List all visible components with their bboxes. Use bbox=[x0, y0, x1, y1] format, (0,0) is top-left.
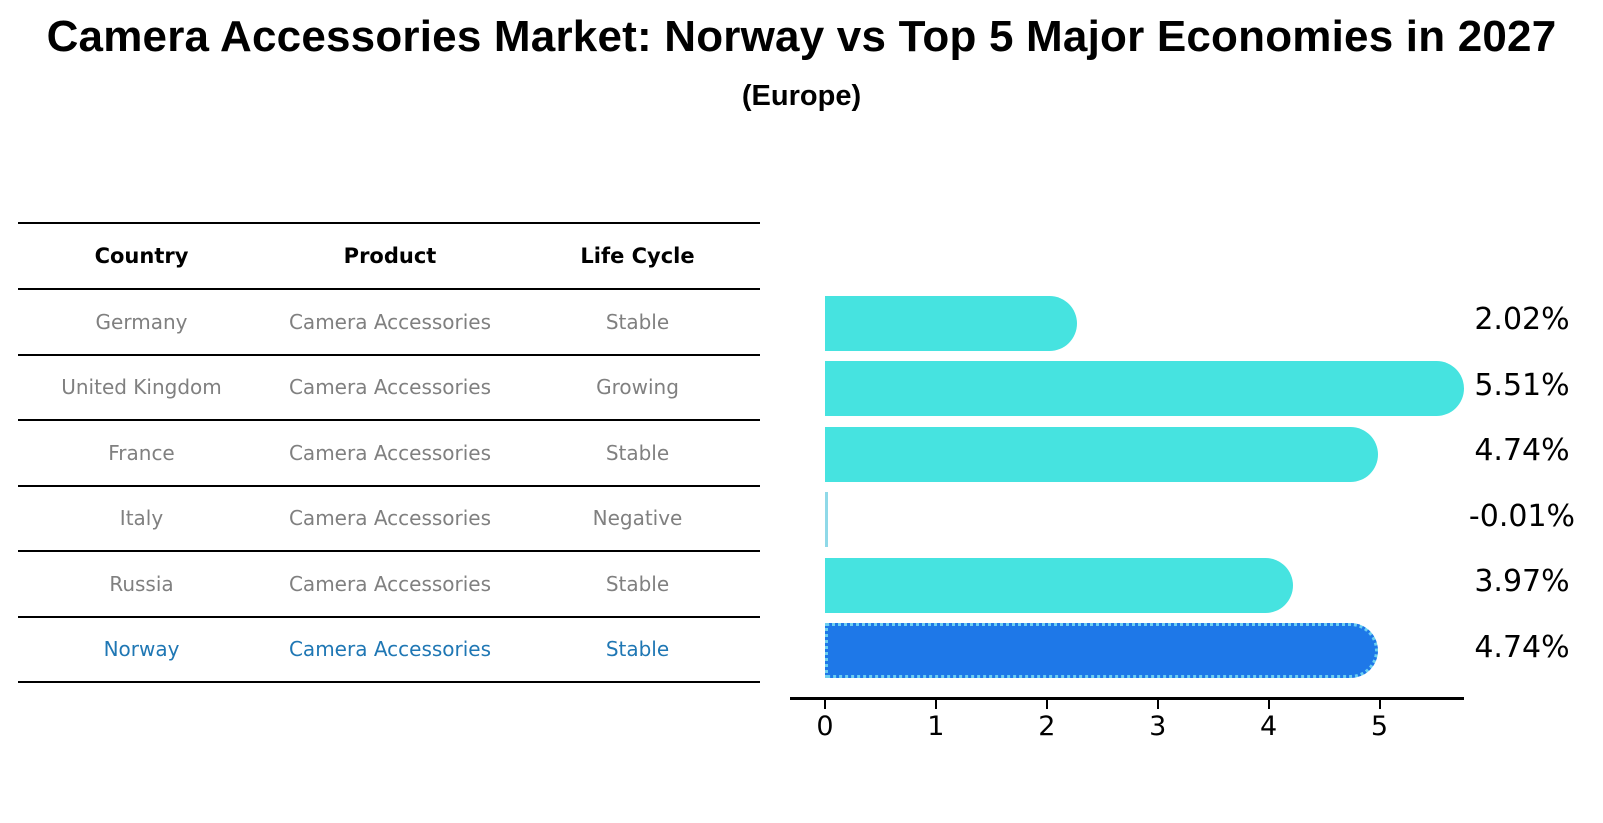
page-subtitle: (Europe) bbox=[741, 80, 862, 112]
x-tick-mark bbox=[824, 700, 826, 709]
x-tick-label: 5 bbox=[1370, 711, 1389, 742]
x-tick-label: 3 bbox=[1149, 711, 1167, 742]
x-tick-mark bbox=[1156, 700, 1159, 709]
cell-country: Russia bbox=[109, 571, 174, 596]
cell-life-cycle: Stable bbox=[605, 637, 670, 662]
bar-russia bbox=[825, 557, 1293, 613]
cell-life-cycle: Stable bbox=[605, 309, 670, 334]
bar-value-label: 4.74% bbox=[1474, 629, 1570, 665]
bar-value-label: -0.01% bbox=[1468, 498, 1576, 534]
x-tick-mark bbox=[934, 700, 937, 709]
cell-life-cycle: Negative bbox=[592, 506, 683, 531]
table-body: Germany Camera Accessories Stable United Ki… bbox=[18, 290, 760, 683]
x-tick-label: 1 bbox=[927, 711, 945, 742]
page-title: Camera Accessories Market: Norway vs Top… bbox=[46, 12, 1557, 61]
column-header-product: Product bbox=[343, 244, 437, 268]
x-tick-mark bbox=[1378, 700, 1381, 709]
x-tick-label: 4 bbox=[1260, 711, 1278, 742]
x-tick-mark bbox=[1045, 700, 1048, 709]
bar-chart: 0 1 2 3 4 5 bbox=[790, 290, 1464, 742]
cell-life-cycle: Stable bbox=[605, 571, 670, 596]
x-tick-label: 2 bbox=[1038, 711, 1056, 742]
x-tick-label: 0 bbox=[816, 711, 834, 742]
column-header-life-cycle: Life Cycle bbox=[580, 244, 695, 268]
bar-united-kingdom bbox=[825, 361, 1464, 416]
bar-value-label: 4.74% bbox=[1474, 433, 1570, 468]
bar-norway bbox=[825, 623, 1379, 678]
table-row: United Kingdom Camera Accessories Growing bbox=[18, 356, 760, 421]
cell-product: Camera Accessories bbox=[288, 506, 492, 531]
cell-product: Camera Accessories bbox=[288, 571, 492, 596]
x-tick-mark bbox=[1267, 700, 1270, 709]
bar-value-label: 3.97% bbox=[1474, 564, 1570, 599]
table-row: France Camera Accessories Stable bbox=[18, 421, 760, 487]
cell-life-cycle: Stable bbox=[605, 440, 670, 465]
bar-france bbox=[825, 426, 1379, 482]
bar-value-label: 2.02% bbox=[1474, 302, 1570, 337]
cell-life-cycle: Growing bbox=[596, 375, 679, 400]
table-row: Russia Camera Accessories Stable bbox=[18, 552, 760, 618]
cell-product: Camera Accessories bbox=[288, 440, 492, 465]
table-row: Germany Camera Accessories Stable bbox=[18, 290, 760, 356]
cell-product: Camera Accessories bbox=[288, 637, 492, 662]
table-row: Italy Camera Accessories Negative bbox=[18, 487, 760, 552]
cell-country: Germany bbox=[95, 309, 188, 334]
cell-product: Camera Accessories bbox=[288, 375, 492, 400]
bar-italy bbox=[825, 492, 828, 547]
table-row: Norway Camera Accessories Stable bbox=[18, 618, 760, 683]
cell-product: Camera Accessories bbox=[288, 309, 492, 334]
column-header-country: Country bbox=[94, 244, 189, 268]
country-table: Country Product Life Cycle Germany Camera… bbox=[18, 222, 760, 683]
cell-country: Norway bbox=[103, 637, 180, 662]
cell-country: Italy bbox=[119, 506, 164, 531]
bar-value-label: 5.51% bbox=[1474, 367, 1570, 403]
table-header-row: Country Product Life Cycle bbox=[18, 222, 760, 290]
cell-country: United Kingdom bbox=[61, 375, 222, 400]
cell-country: France bbox=[108, 440, 175, 465]
bar-germany bbox=[825, 295, 1077, 351]
